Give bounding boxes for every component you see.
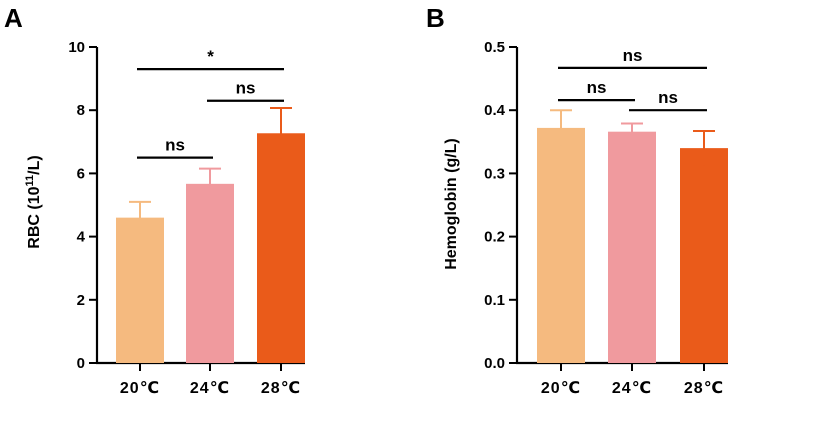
panel-a-significance-label: ns [165,136,185,155]
panel-a-y-tick-label: 10 [68,39,85,56]
panel-b-significance-label: ns [587,78,607,97]
panel-a-y-tick-label: 4 [77,229,86,246]
panel-b-bar [537,127,585,364]
panel-a-y-tick-label: 2 [77,292,85,309]
panel-a-y-tick-label: 6 [77,165,85,182]
panel-a-y-tick-label: 8 [77,102,85,119]
panel-a-y-axis-label-main: RBC (10 [26,186,43,248]
panel-b-letter: B [426,3,445,33]
panel-b-significance-label: ns [623,46,643,65]
panel-a-y-tick-label: 0 [77,355,85,372]
panel-b-bar [608,131,656,363]
panel-b-y-tick-label: 0.3 [484,165,505,182]
panel-a-bar [257,133,305,363]
panel-a-x-tick-label: 24℃ [190,380,230,397]
panel-b-bar [680,148,728,363]
panel-b-y-axis-label: Hemoglobin (g/L) [443,138,460,270]
panel-a-significance-label: * [207,47,214,66]
panel-b-y-tick-label: 0.0 [484,355,505,372]
panel-a-x-tick-label: 28℃ [261,380,301,397]
panel-b-y-tick-label: 0.4 [484,102,506,119]
panel-b-hemoglobin-chart: B Hemoglobin (g/L) 0.0 0.1 0.2 0.3 0.4 0.5 20℃… [426,3,728,397]
panel-a-y-axis-label: RBC (1011/L) [24,155,43,248]
panel-a-y-axis-label-end: /L) [26,155,43,175]
panel-a-letter: A [4,3,23,33]
panel-a-bar [186,183,234,363]
panel-b-y-tick-label: 0.5 [484,39,505,56]
panel-b-x-tick-label: 24℃ [612,380,652,397]
panel-a-rbc-chart: A RBC (1011/L) 0 2 4 6 8 10 20℃ 24℃ 28℃ * ns ns [4,3,305,397]
panel-a-significance-label: ns [236,79,256,98]
panel-b-x-tick-label: 28℃ [684,380,724,397]
panel-a-y-axis-label-sup: 11 [24,175,36,187]
panel-b-y-tick-label: 0.1 [484,292,505,309]
panel-a-bar [116,217,164,363]
panel-b-x-tick-label: 20℃ [541,380,581,397]
panel-a-x-tick-label: 20℃ [120,380,160,397]
panel-b-significance-label: ns [658,88,678,107]
panel-b-y-tick-label: 0.2 [484,229,505,246]
